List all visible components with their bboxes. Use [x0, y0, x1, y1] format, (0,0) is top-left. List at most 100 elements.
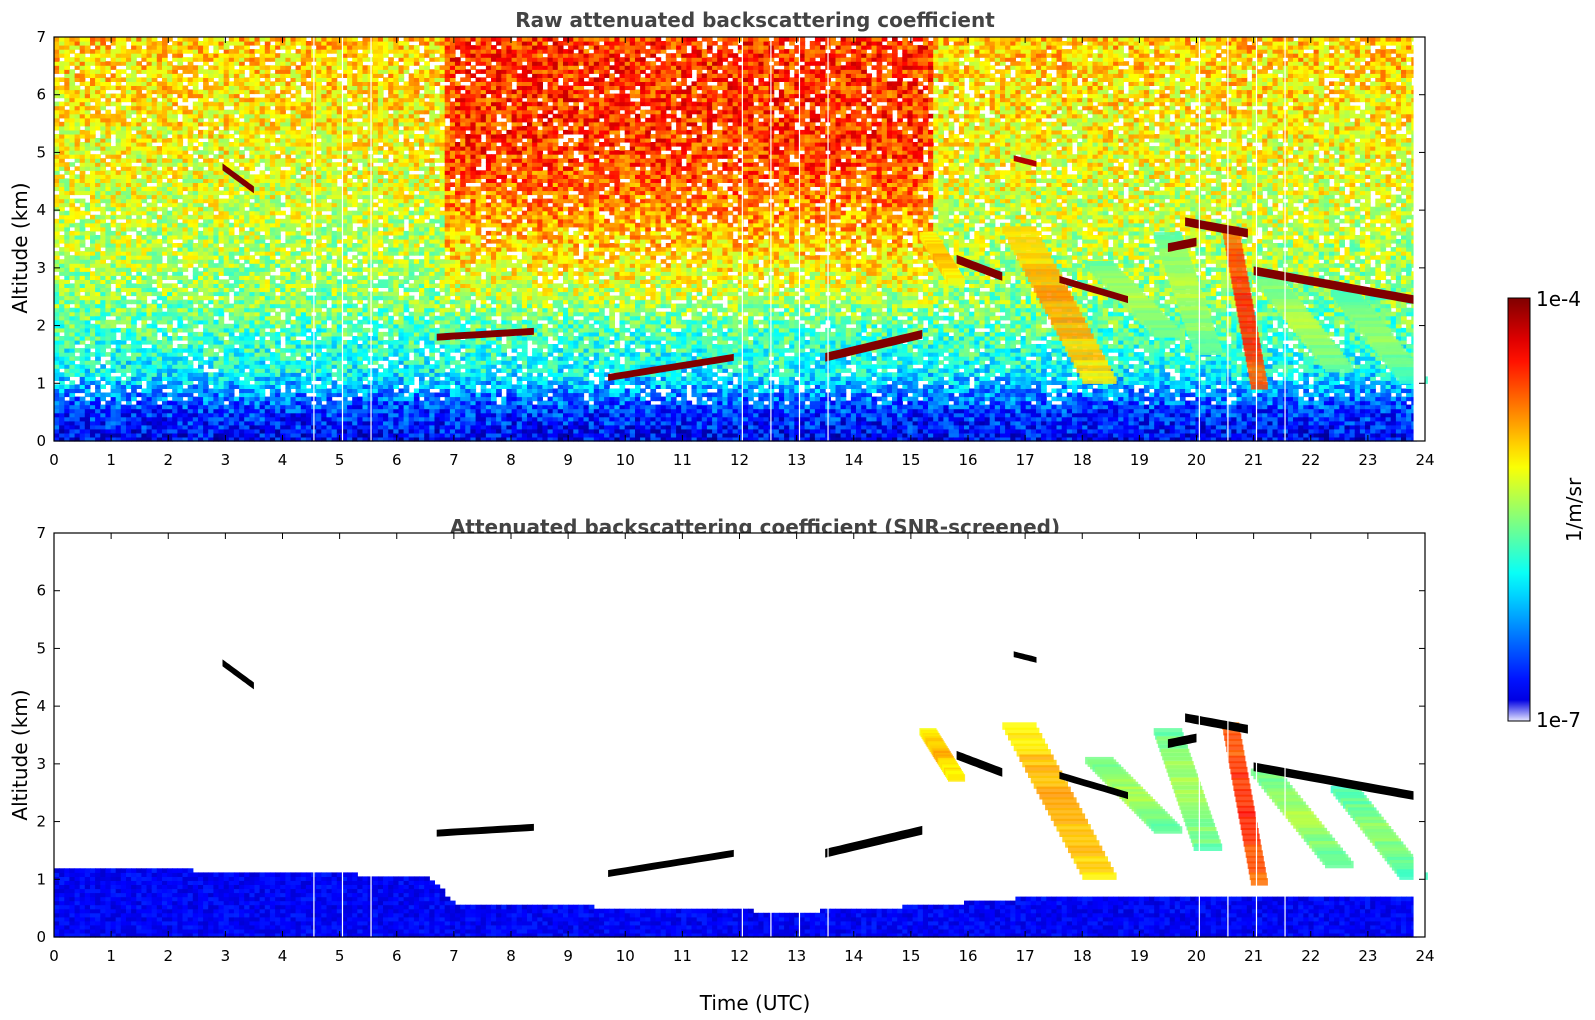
heatmap-cell — [285, 287, 292, 293]
heatmap-cell — [151, 348, 158, 353]
heatmap-cell — [146, 392, 153, 398]
heatmap-cell — [162, 49, 168, 54]
heatmap-cell — [244, 376, 250, 381]
heatmap-cell — [136, 239, 142, 244]
heatmap-cell — [192, 400, 199, 406]
heatmap-cell — [208, 437, 214, 442]
heatmap-cell — [95, 437, 101, 442]
heatmap-cell — [218, 117, 225, 123]
heatmap-cell — [84, 158, 91, 163]
heatmap-cell — [54, 376, 60, 381]
heatmap-cell — [218, 170, 225, 175]
heatmap-cell — [285, 142, 292, 147]
heatmap-cell — [269, 315, 276, 321]
heatmap-cell — [321, 85, 327, 91]
heatmap-cell — [336, 222, 343, 228]
heatmap-cell — [218, 53, 225, 58]
heatmap-cell — [126, 376, 132, 381]
heatmap-cell — [187, 376, 194, 381]
heatmap-cell — [54, 323, 60, 329]
heatmap-cell — [172, 121, 178, 127]
heatmap-cell — [285, 384, 292, 389]
heatmap-cell — [233, 109, 240, 115]
heatmap-cell — [213, 202, 220, 208]
heatmap-cell — [146, 129, 153, 135]
heatmap-cell — [100, 158, 106, 163]
heatmap-cell — [74, 235, 81, 240]
heatmap-cell — [131, 53, 137, 58]
heatmap-cell — [192, 340, 199, 345]
heatmap-cell — [259, 315, 266, 321]
heatmap-cell — [167, 372, 173, 377]
heatmap-cell — [275, 404, 281, 410]
heatmap-cell — [326, 121, 333, 127]
heatmap-cell — [223, 372, 230, 377]
heatmap-cell — [244, 323, 250, 329]
heatmap-cell — [331, 380, 338, 385]
heatmap-cell — [151, 97, 158, 103]
heatmap-cell — [254, 412, 261, 418]
heatmap-cell — [300, 73, 307, 78]
heatmap-cell — [213, 364, 220, 369]
heatmap-cell — [172, 101, 178, 107]
heatmap-cell — [172, 432, 178, 438]
heatmap-cell — [285, 344, 292, 349]
heatmap-cell — [187, 222, 194, 228]
heatmap-cell — [228, 65, 235, 70]
heatmap-cell — [151, 388, 158, 394]
heatmap-cell — [105, 416, 112, 422]
heatmap-cell — [156, 432, 163, 438]
heatmap-cell — [198, 230, 204, 236]
heatmap-cell — [54, 45, 60, 50]
heatmap-cell — [228, 323, 235, 329]
heatmap-cell — [280, 372, 286, 377]
heatmap-cell — [218, 65, 225, 70]
heatmap-cell — [146, 263, 153, 268]
heatmap-cell — [172, 388, 178, 394]
heatmap-cell — [326, 105, 333, 111]
heatmap-cell — [213, 37, 220, 42]
heatmap-cell — [259, 356, 266, 361]
heatmap-cell — [305, 388, 312, 394]
heatmap-cell — [198, 396, 204, 402]
heatmap-cell — [192, 283, 199, 288]
heatmap-cell — [331, 424, 338, 430]
heatmap-cell — [136, 61, 142, 66]
heatmap-cell — [126, 81, 132, 86]
heatmap-cell — [244, 299, 250, 305]
heatmap-cell — [110, 263, 117, 268]
heatmap-cell — [295, 166, 302, 171]
heatmap-cell — [249, 287, 256, 293]
heatmap-cell — [254, 344, 261, 349]
heatmap-cell — [162, 251, 168, 256]
heatmap-cell — [126, 432, 132, 438]
heatmap-cell — [54, 206, 60, 212]
heatmap-cell — [177, 109, 184, 115]
heatmap-cell — [115, 162, 122, 167]
heatmap-cell — [290, 202, 297, 208]
heatmap-cell — [218, 138, 225, 143]
heatmap-cell — [295, 170, 302, 175]
heatmap-cell — [290, 77, 297, 82]
heatmap-cell — [254, 190, 261, 196]
heatmap-cell — [64, 61, 70, 66]
heatmap-cell — [336, 93, 343, 99]
heatmap-cell — [64, 368, 70, 373]
heatmap-cell — [120, 424, 127, 430]
heatmap-cell — [105, 178, 112, 183]
heatmap-cell — [218, 311, 225, 317]
heatmap-cell — [326, 259, 333, 264]
heatmap-cell — [228, 166, 235, 171]
heatmap-cell — [187, 129, 194, 135]
heatmap-cell — [100, 307, 106, 313]
heatmap-cell — [64, 109, 70, 115]
heatmap-cell — [295, 158, 302, 163]
heatmap-cell — [198, 206, 204, 212]
heatmap-cell — [79, 384, 86, 389]
heatmap-cell — [269, 218, 276, 224]
heatmap-cell — [208, 150, 214, 155]
heatmap-cell — [316, 437, 322, 442]
heatmap-cell — [115, 287, 122, 293]
heatmap-cell — [228, 97, 235, 103]
heatmap-cell — [84, 275, 91, 280]
